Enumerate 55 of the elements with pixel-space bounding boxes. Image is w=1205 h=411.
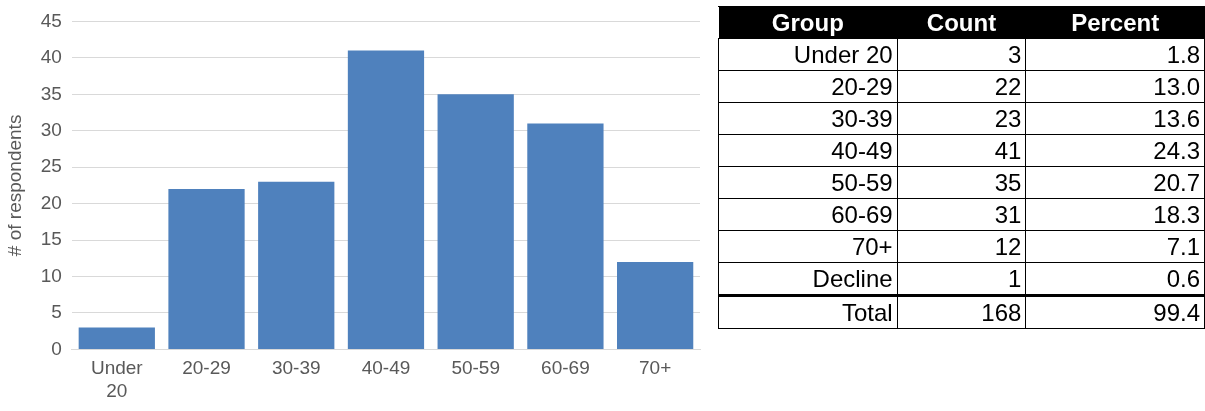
bar bbox=[437, 94, 514, 349]
y-tick-label: 0 bbox=[51, 337, 62, 359]
y-tick-label: 35 bbox=[40, 82, 62, 104]
data-label: 20.7 bbox=[1025, 166, 1205, 199]
data-label: 168 bbox=[897, 295, 1026, 329]
data-label: 22 bbox=[897, 70, 1026, 103]
y-tick-label: 20 bbox=[40, 191, 62, 213]
category-label: 50-59 bbox=[718, 166, 898, 199]
data-label: 1.8 bbox=[1025, 38, 1205, 71]
text: Count bbox=[897, 6, 1026, 39]
data-label: 99.4 bbox=[1025, 295, 1205, 329]
category-label: 70+ bbox=[718, 230, 898, 263]
data-label: 35 bbox=[897, 166, 1026, 199]
bar bbox=[78, 327, 155, 349]
y-tick-label: 45 bbox=[40, 9, 62, 31]
data-label: 3 bbox=[897, 38, 1026, 71]
text: Percent bbox=[1025, 6, 1205, 39]
category-label: 20-29 bbox=[718, 70, 898, 103]
data-label: 13.0 bbox=[1025, 70, 1205, 103]
data-label: 12 bbox=[897, 230, 1026, 263]
y-axis-title: # of respondents bbox=[3, 114, 25, 257]
category-label: 30-39 bbox=[718, 102, 898, 135]
y-tick-label: 40 bbox=[40, 46, 62, 68]
bar bbox=[617, 261, 694, 349]
data-label: 41 bbox=[897, 134, 1026, 167]
x-tick-label: 50-59 bbox=[451, 357, 500, 379]
data-label: 31 bbox=[897, 198, 1026, 231]
y-tick-label: 30 bbox=[40, 118, 62, 140]
data-label: 18.3 bbox=[1025, 198, 1205, 231]
data-label: 13.6 bbox=[1025, 102, 1205, 135]
data-label: 23 bbox=[897, 102, 1026, 135]
bar bbox=[168, 189, 245, 349]
x-tick-label: Under 20 bbox=[90, 357, 144, 401]
y-tick-label: 15 bbox=[40, 228, 62, 250]
category-label: 60-69 bbox=[718, 198, 898, 231]
data-label: 1 bbox=[897, 262, 1026, 296]
category-label: 40-49 bbox=[718, 134, 898, 167]
y-tick-label: 10 bbox=[40, 264, 62, 286]
x-tick-label: 60-69 bbox=[541, 357, 590, 379]
legend-title: Group bbox=[718, 6, 898, 39]
data-label: 7.1 bbox=[1025, 230, 1205, 263]
x-tick-label: 30-39 bbox=[271, 357, 321, 379]
data-label: 0.6 bbox=[1025, 262, 1205, 296]
data-label: 24.3 bbox=[1025, 134, 1205, 167]
y-tick-label: 25 bbox=[40, 155, 62, 177]
bar bbox=[258, 181, 335, 349]
x-tick-label: 20-29 bbox=[182, 357, 231, 379]
category-label: Total bbox=[718, 295, 898, 329]
x-tick-label: 70+ bbox=[639, 357, 672, 379]
category-label: Decline bbox=[718, 262, 898, 296]
category-label: Under 20 bbox=[718, 38, 898, 71]
bar bbox=[527, 123, 604, 349]
x-tick-label: 40-49 bbox=[361, 357, 411, 379]
bar bbox=[347, 50, 425, 349]
y-tick-label: 5 bbox=[51, 301, 62, 323]
